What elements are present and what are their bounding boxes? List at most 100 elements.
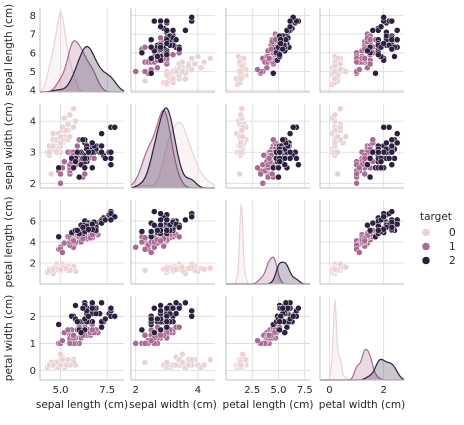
scatter-point-target-2: [163, 17, 171, 25]
scatter-point-target-2: [55, 321, 62, 328]
scatter-point-target-2: [157, 307, 164, 315]
scatter-point-target-0: [61, 114, 68, 122]
panel-sepal-width-vs-sepal-length: 2 3 4 sepal width (cm): [3, 102, 124, 190]
scatter-point-target-2: [147, 70, 155, 77]
scatter-point-target-0: [342, 133, 349, 140]
scatter-point-target-2: [151, 304, 158, 312]
scatter-point-target-1: [90, 155, 98, 162]
scatter-point-target-2: [169, 304, 177, 312]
scatter-point-target-2: [391, 53, 398, 60]
scatter-point-target-1: [132, 68, 139, 75]
scatter-point-target-0: [334, 170, 341, 178]
scatter-point-target-1: [141, 43, 149, 51]
scatter-point-target-1: [366, 60, 374, 68]
scatter-point-target-2: [275, 164, 282, 172]
scatter-point-target-2: [385, 124, 393, 131]
scatter-point-target-1: [369, 136, 377, 144]
scatter-point-target-0: [57, 266, 64, 273]
scatter-point-target-2: [79, 224, 87, 231]
scatter-point-target-2: [295, 161, 302, 168]
scatter-point-target-2: [279, 45, 286, 53]
scatter-point-target-0: [57, 351, 64, 358]
scatter-point-target-1: [157, 34, 164, 42]
scatter-point-target-0: [66, 111, 74, 119]
scatter-point-target-1: [361, 170, 368, 178]
scatter-point-target-2: [293, 155, 300, 162]
scatter-point-target-2: [74, 318, 81, 325]
scatter-point-target-2: [276, 326, 283, 334]
scatter-point-target-2: [188, 307, 195, 315]
scatter-point-target-2: [169, 27, 177, 34]
scatter-point-target-2: [74, 148, 81, 156]
scatter-point-target-2: [89, 304, 96, 312]
scatter-point-target-2: [388, 45, 396, 53]
scatter-point-target-1: [141, 68, 149, 75]
scatter-point-target-2: [275, 173, 282, 181]
scatter-point-target-0: [200, 266, 208, 273]
scatter-point-target-2: [388, 142, 396, 150]
panel-petal-width-vs-sepal-length: 0 1 2 petal width (cm) 5.0 7.5 sepal length (c…: [3, 295, 128, 411]
scatter-point-target-0: [194, 53, 202, 60]
scatter-point-target-1: [157, 332, 164, 339]
scatter-point-target-1: [157, 237, 164, 245]
scatter-point-target-2: [147, 315, 155, 323]
scatter-point-target-2: [276, 318, 283, 325]
scatter-point-target-2: [388, 17, 396, 25]
scatter-point-target-2: [102, 315, 109, 323]
legend-label-target-2: 2: [449, 255, 456, 267]
scatter-point-target-2: [70, 164, 77, 172]
scatter-point-target-2: [172, 310, 180, 317]
scatter-point-target-2: [72, 158, 79, 165]
scatter-point-target-2: [188, 313, 195, 320]
scatter-point-target-1: [147, 337, 155, 344]
scatter-point-target-1: [257, 170, 264, 178]
scatter-point-target-1: [141, 246, 149, 253]
scatter-point-target-1: [64, 326, 72, 334]
scatter-point-target-2: [377, 164, 385, 172]
scatter-point-target-2: [85, 148, 92, 156]
scatter-point-target-2: [286, 148, 294, 156]
scatter-point-target-0: [334, 148, 341, 156]
scatter-point-target-0: [172, 361, 180, 369]
scatter-point-target-2: [154, 227, 161, 234]
panel-petal-width-vs-petal-width: 0 2 petal width (cm): [319, 296, 405, 411]
scatter-point-target-2: [281, 329, 289, 336]
scatter-point-target-0: [141, 359, 149, 366]
scatter-point-target-2: [151, 221, 158, 229]
scatter-point-target-2: [107, 304, 115, 312]
scatter-point-target-1: [353, 58, 360, 66]
scatter-point-target-2: [366, 173, 374, 181]
y-tick-label: 6: [30, 217, 36, 228]
scatter-point-target-2: [388, 36, 396, 43]
scatter-point-target-0: [57, 139, 64, 147]
scatter-point-target-2: [182, 216, 189, 224]
scatter-point-target-2: [286, 130, 294, 137]
scatter-point-target-2: [107, 155, 115, 162]
scatter-point-target-0: [238, 105, 246, 112]
scatter-point-target-2: [279, 136, 286, 144]
scatter-point-target-2: [157, 17, 164, 25]
scatter-point-target-2: [380, 148, 387, 156]
scatter-point-target-0: [46, 148, 53, 156]
scatter-point-target-2: [380, 40, 387, 47]
scatter-point-target-2: [98, 299, 105, 307]
scatter-point-target-1: [361, 55, 368, 62]
scatter-point-target-2: [388, 224, 396, 231]
scatter-point-target-2: [175, 45, 183, 53]
scatter-point-target-2: [77, 329, 85, 336]
panel-sepal-length-vs-petal-length: [225, 8, 310, 93]
scatter-point-target-0: [49, 361, 57, 369]
scatter-point-target-1: [132, 244, 139, 251]
x-tick-label: 7.5: [99, 385, 115, 396]
scatter-point-target-1: [70, 237, 77, 245]
scatter-point-target-2: [277, 313, 284, 320]
scatter-point-target-1: [175, 233, 183, 241]
y-tick-label: 2: [30, 259, 36, 270]
scatter-point-target-2: [151, 17, 158, 25]
scatter-point-target-2: [182, 27, 189, 34]
x-tick-label: 4: [195, 385, 201, 396]
scatter-point-target-0: [185, 62, 192, 70]
scatter-point-target-0: [238, 127, 246, 134]
scatter-point-target-1: [265, 155, 273, 162]
x-tick-label: 2: [132, 385, 138, 396]
